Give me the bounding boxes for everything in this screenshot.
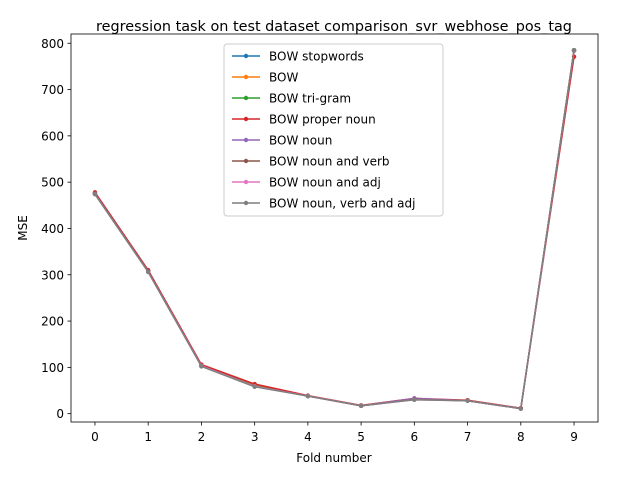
legend-item: BOW proper noun xyxy=(232,113,376,127)
x-tick-label: 9 xyxy=(570,430,578,444)
y-axis-label: MSE xyxy=(16,215,30,241)
legend-label: BOW tri-gram xyxy=(269,92,351,106)
legend-marker xyxy=(243,53,249,59)
x-axis: 0 1 2 3 4 5 6 7 8 9 xyxy=(91,422,578,444)
y-tick-label: 500 xyxy=(41,176,64,190)
plot-frame xyxy=(70,33,599,423)
legend-label: BOW xyxy=(269,71,298,85)
x-tick-label: 2 xyxy=(198,430,206,444)
legend-label: BOW noun, verb and adj xyxy=(269,197,415,211)
legend-label: BOW noun and verb xyxy=(269,155,390,169)
data-point xyxy=(199,364,204,369)
legend-marker xyxy=(243,116,249,122)
data-point xyxy=(412,397,417,402)
x-axis-label: Fold number xyxy=(296,451,371,465)
legend-item: BOW tri-gram xyxy=(232,92,351,106)
x-tick-label: 4 xyxy=(304,430,312,444)
legend-item: BOW noun xyxy=(232,134,332,148)
data-point xyxy=(145,269,151,275)
y-tick-label: 600 xyxy=(41,129,64,143)
legend-label: BOW noun and adj xyxy=(269,176,381,190)
legend-marker xyxy=(243,74,249,80)
legend-marker xyxy=(243,158,249,164)
legend-marker xyxy=(243,137,249,143)
y-tick-label: 700 xyxy=(41,83,64,97)
legend-item: BOW stopwords xyxy=(232,50,364,64)
legend-item: BOW noun and adj xyxy=(232,176,381,190)
x-tick-label: 1 xyxy=(144,430,152,444)
x-tick-label: 0 xyxy=(91,430,99,444)
legend: BOW stopwords BOW BOW tri-gram BOW proper n… xyxy=(223,43,444,217)
y-tick-label: 100 xyxy=(41,361,64,375)
data-point xyxy=(305,393,311,399)
legend-label: BOW noun xyxy=(269,134,332,148)
series-layer xyxy=(92,48,577,411)
data-point xyxy=(518,406,524,411)
legend-marker xyxy=(243,95,249,101)
y-tick-label: 0 xyxy=(56,407,64,421)
y-tick-label: 800 xyxy=(41,37,64,51)
y-tick-label: 200 xyxy=(41,315,64,329)
data-point xyxy=(465,398,470,403)
x-tick-label: 3 xyxy=(251,430,259,444)
x-tick-label: 6 xyxy=(411,430,419,444)
chart-title: regression task on test dataset comparis… xyxy=(96,19,572,35)
legend-marker xyxy=(243,179,249,185)
legend-item: BOW xyxy=(232,71,298,85)
data-point xyxy=(92,192,98,197)
y-tick-label: 300 xyxy=(41,268,64,282)
data-point xyxy=(358,403,364,408)
legend-marker xyxy=(243,200,249,206)
legend-item: BOW noun, verb and adj xyxy=(232,197,415,211)
legend-item: BOW noun and verb xyxy=(232,155,390,169)
series-7 xyxy=(92,48,577,411)
legend-label: BOW stopwords xyxy=(269,50,364,64)
data-point xyxy=(252,384,257,390)
y-axis: 0 100 200 300 400 500 600 700 800 xyxy=(41,37,71,421)
data-point xyxy=(571,48,577,53)
y-tick-label: 400 xyxy=(41,222,64,236)
x-tick-label: 7 xyxy=(464,430,472,444)
legend-frame xyxy=(223,43,444,217)
x-tick-label: 5 xyxy=(357,430,365,444)
series-line xyxy=(94,50,575,410)
legend-label: BOW proper noun xyxy=(269,113,376,127)
x-tick-label: 8 xyxy=(517,430,525,444)
